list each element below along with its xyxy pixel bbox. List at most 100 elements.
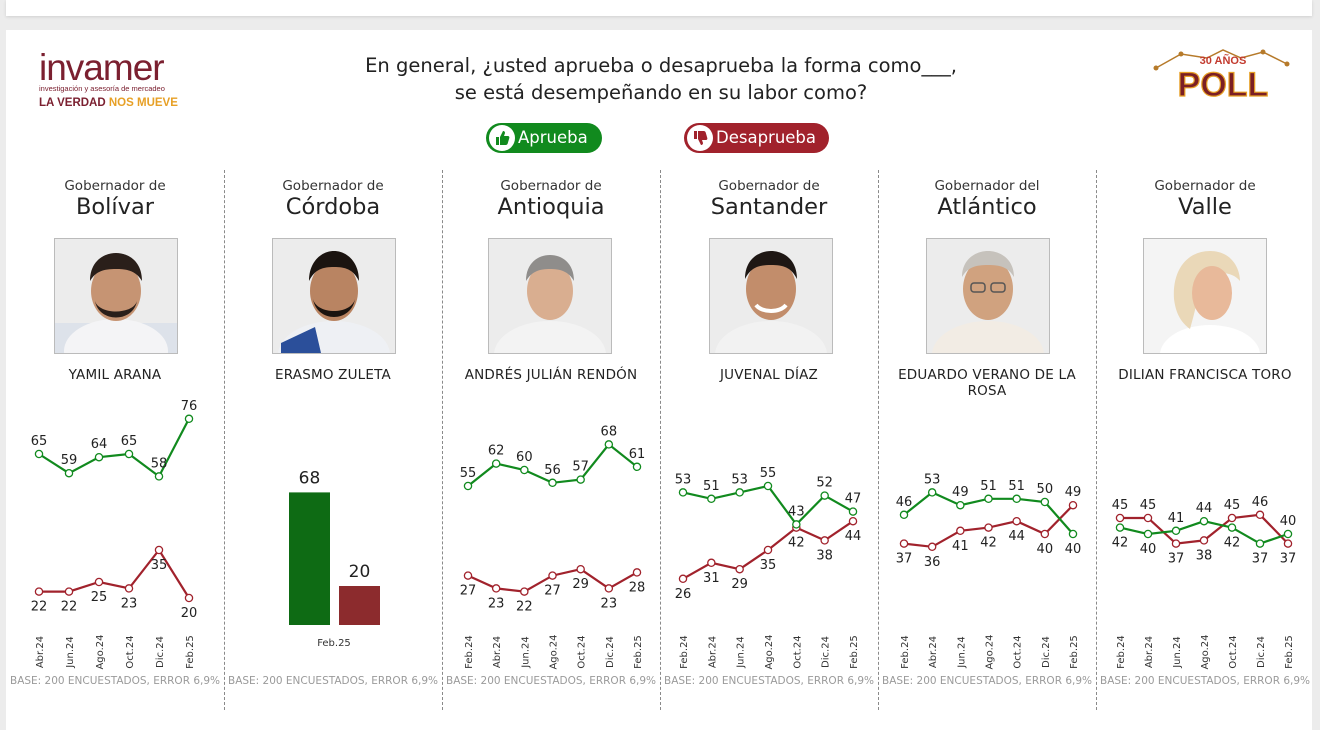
col-2-state: Córdoba [285, 194, 381, 220]
approval-charts: 65 22 59 22 64 25 65 23 58 35 76 20 Abr.24 Jun.24 Ago.… [31, 399, 1297, 670]
badge-main-text: POLL [1178, 66, 1269, 104]
x-tick-label: Dic.24 [155, 636, 166, 668]
disapprove-data-point [184, 593, 194, 603]
avatar [926, 238, 1050, 354]
approve-data-point [34, 449, 44, 459]
approve-value-label: 37 [1252, 552, 1269, 567]
x-tick-label: Feb.25 [633, 635, 644, 669]
approve-value-label: 59 [61, 453, 78, 468]
disapprove-data-point [820, 536, 829, 545]
x-tick-label: Feb.24 [679, 635, 690, 669]
approve-data-point [820, 491, 829, 500]
col-3-governor-name: ANDRÉS JULIÁN RENDÓN [464, 367, 638, 383]
infographic-card: invamer investigación y asesoría de merc… [6, 30, 1312, 730]
approve-data-point [927, 488, 937, 497]
approve-value-label: 46 [896, 495, 913, 510]
approve-value-label: 53 [731, 472, 748, 487]
col-6-governor-name: DILIAN FRANCISCA TORO [1118, 367, 1292, 383]
x-tick-label: Dic.24 [605, 636, 616, 668]
x-tick-label: Feb.25 [849, 635, 860, 669]
approve-data-point [899, 510, 909, 520]
disapprove-data-point [64, 587, 74, 596]
approve-value-label: 42 [1112, 536, 1129, 551]
disapprove-data-point [984, 523, 993, 532]
column-divider [660, 170, 661, 710]
approve-data-point [792, 520, 801, 529]
x-tick-label: Jun.24 [1172, 636, 1183, 669]
approve-value-label: 50 [1037, 482, 1054, 497]
disapprove-bar [339, 586, 380, 625]
col-3-base-note: BASE: 200 ENCUESTADOS, ERROR 6,9% [445, 675, 656, 687]
disapprove-value-label: 22 [31, 600, 48, 615]
disapprove-value-label: 44 [845, 529, 862, 544]
thumbs-up-icon [489, 125, 515, 151]
avatar [272, 238, 396, 354]
avatar [54, 238, 178, 354]
approve-data-point [154, 472, 164, 481]
disapprove-data-point [1012, 516, 1021, 526]
disapprove-data-point [463, 571, 473, 580]
col-6-state: Valle [1178, 194, 1232, 220]
approve-data-point [1199, 516, 1209, 526]
approve-data-point [491, 459, 501, 468]
disapprove-value-label: 49 [1065, 485, 1082, 500]
x-tick-label: Abr.24 [928, 636, 939, 668]
disapprove-value-label: 23 [601, 596, 618, 611]
legend-disapprove-label: Desaprueba [716, 128, 817, 147]
disapprove-data-point [1255, 510, 1265, 520]
disapprove-value-label: 42 [788, 536, 805, 551]
disapprove-data-point [1115, 513, 1125, 523]
x-tick-label: Jun.24 [736, 636, 747, 669]
disapprove-value-label: 42 [980, 536, 997, 551]
invamer-logo: invamer investigación y asesoría de merc… [39, 47, 199, 110]
approve-value-label: 44 [1196, 501, 1213, 516]
disapprove-data-point [899, 539, 909, 548]
approve-value-label: 62 [488, 444, 505, 459]
approve-value-label: 40 [1140, 542, 1157, 557]
disapprove-data-point [1283, 539, 1293, 548]
disapprove-value-label: 41 [952, 539, 969, 554]
col-2-governor-name: ERASMO ZULETA [275, 367, 391, 383]
approve-value-label: 51 [1008, 479, 1025, 494]
disapprove-value-label: 46 [1252, 495, 1269, 510]
legend-approve: Aprueba [486, 123, 602, 153]
approve-data-point [64, 468, 74, 478]
approve-value-label: 52 [816, 476, 833, 491]
col-4-role: Gobernador de [718, 178, 820, 194]
x-tick-label: Jun.24 [65, 636, 76, 669]
disapprove-data-point [576, 564, 585, 574]
disapprove-value-label: 25 [91, 590, 108, 605]
approve-value-label: 56 [544, 463, 561, 478]
approve-data-point [707, 494, 716, 504]
x-tick-label: Feb.25 [185, 635, 196, 669]
x-tick-label: Ago.24 [764, 634, 775, 669]
col-1-role: Gobernador de [64, 178, 166, 194]
x-tick-label: Oct.24 [1228, 635, 1239, 668]
x-tick-label: Oct.24 [792, 635, 803, 668]
col-4-state: Santander [710, 194, 828, 220]
disapprove-value-label: 27 [460, 584, 477, 599]
disapprove-value-label: 22 [516, 600, 533, 615]
disapprove-data-point [34, 587, 44, 596]
col-2-base-note: BASE: 200 ENCUESTADOS, ERROR 6,9% [227, 675, 438, 687]
approve-value-label: 65 [121, 434, 138, 449]
avatar [488, 238, 612, 354]
col-6-role: Gobernador de [1154, 178, 1256, 194]
disapprove-value-label: 37 [1168, 552, 1185, 567]
disapprove-value-label: 38 [816, 548, 833, 563]
x-tick-label: Feb.25 [1284, 635, 1295, 669]
approve-value-label: 68 [601, 424, 618, 439]
col-2-role: Gobernador de [282, 178, 384, 194]
x-tick-label: Abr.24 [35, 636, 46, 668]
approve-value-label: 60 [516, 450, 533, 465]
disapprove-data-point [491, 584, 501, 593]
approve-data-point [678, 488, 688, 497]
logo-name: invamer [39, 47, 165, 88]
x-tick-label: Ago.24 [95, 634, 106, 669]
disapprove-value-label: 36 [924, 555, 941, 570]
approve-value-label: 58 [151, 456, 168, 471]
approve-data-point [463, 481, 473, 491]
x-tick-label: Abr.24 [707, 636, 718, 668]
approve-data-point [1255, 539, 1265, 548]
approve-data-point [1068, 529, 1078, 539]
